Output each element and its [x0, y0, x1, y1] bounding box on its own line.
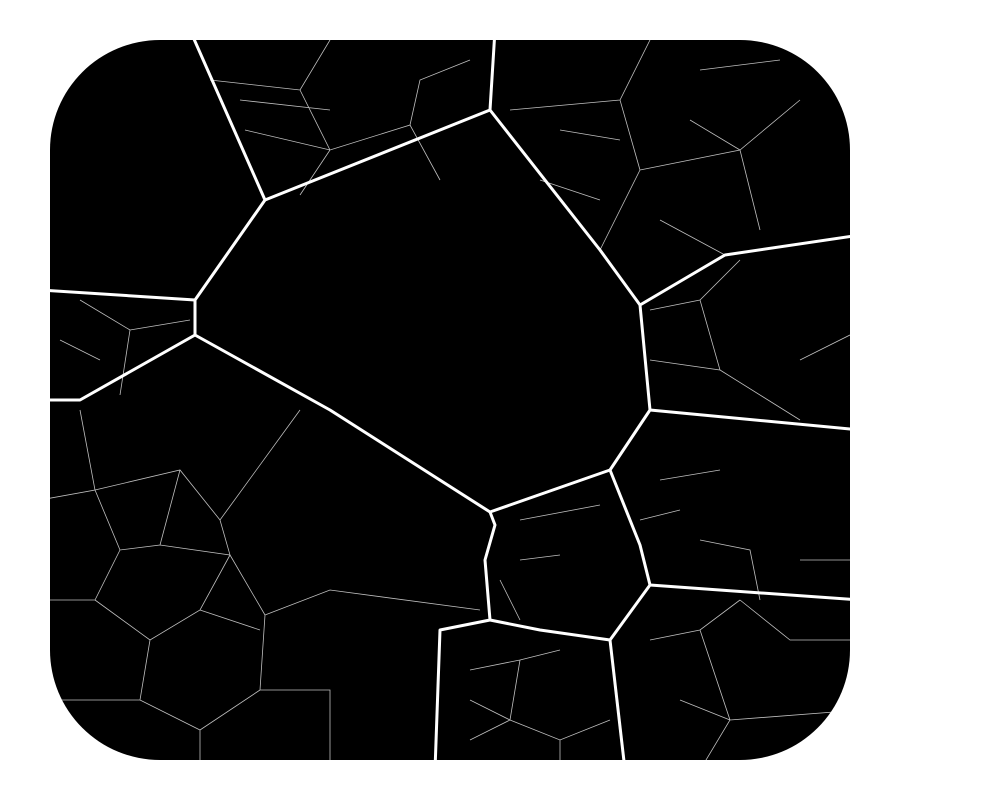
region-planctomycetota[interactable]	[190, 30, 495, 200]
region-actinobacteriota[interactable]	[435, 620, 625, 770]
region-others[interactable]	[40, 30, 265, 300]
region-myxococcota[interactable]	[610, 410, 860, 600]
region-bacteroidota[interactable]	[610, 585, 860, 770]
treemap-body	[40, 30, 860, 770]
region-crenarchaeota[interactable]	[195, 110, 650, 512]
region-verrucomicrobiota[interactable]	[640, 235, 860, 430]
phylum-borders	[50, 40, 850, 760]
region-proteobacteria[interactable]	[490, 30, 860, 305]
region-chloroflexi[interactable]	[40, 290, 195, 400]
region-gemmatimonadota[interactable]	[485, 470, 650, 640]
family-cell-borders	[50, 40, 850, 760]
